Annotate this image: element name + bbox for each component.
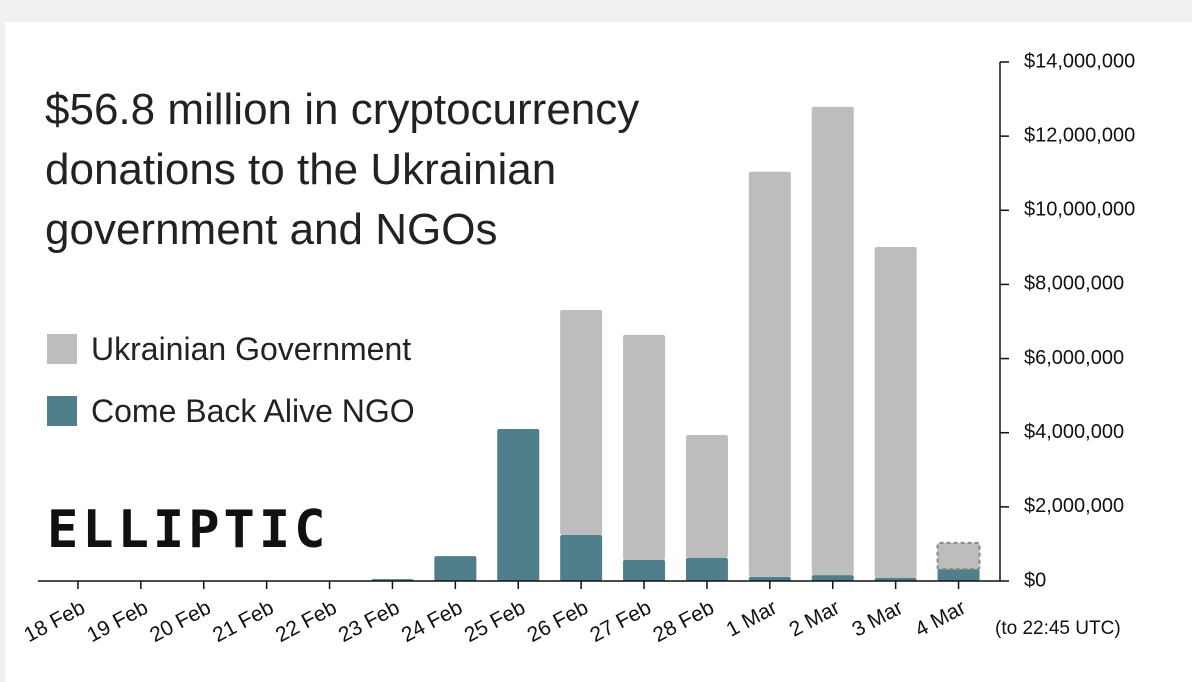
bar bbox=[874, 246, 917, 579]
bar bbox=[623, 559, 666, 581]
bar bbox=[937, 569, 980, 581]
bar bbox=[560, 535, 603, 581]
bar bbox=[748, 576, 791, 581]
legend-swatch bbox=[47, 334, 77, 364]
x-tick-label: 27 Feb bbox=[586, 596, 655, 647]
legend-entry: Come Back Alive NGO bbox=[47, 380, 415, 442]
y-tick-label: $12,000,000 bbox=[1024, 124, 1135, 146]
legend-label: Ukrainian Government bbox=[91, 330, 412, 367]
y-tick-label: $4,000,000 bbox=[1024, 421, 1124, 443]
x-tick-label: 28 Feb bbox=[649, 596, 718, 647]
bar bbox=[811, 575, 854, 581]
x-tick-label: 22 Feb bbox=[272, 596, 341, 647]
y-tick-label: $2,000,000 bbox=[1024, 495, 1124, 517]
bar bbox=[497, 429, 540, 581]
x-tick-label: 1 Mar bbox=[723, 596, 781, 642]
y-tick-label: $8,000,000 bbox=[1024, 273, 1124, 295]
x-tick-label: 21 Feb bbox=[209, 596, 278, 647]
bar bbox=[434, 556, 477, 581]
x-tick-label: 3 Mar bbox=[848, 596, 906, 642]
legend-label: Come Back Alive NGO bbox=[91, 392, 415, 429]
x-tick-label: 19 Feb bbox=[83, 596, 152, 647]
chart-title: $56.8 million in cryptocurrency donation… bbox=[45, 85, 640, 254]
x-tick-label: 18 Feb bbox=[20, 596, 89, 647]
legend-swatch bbox=[47, 396, 77, 426]
y-tick-label: $0 bbox=[1024, 569, 1046, 591]
bar bbox=[560, 310, 603, 536]
logo: ELLIPTIC bbox=[47, 500, 330, 560]
legend: Ukrainian Government Come Back Alive NGO bbox=[47, 318, 415, 442]
y-tick-label: $14,000,000 bbox=[1024, 50, 1135, 72]
x-tick-label: 24 Feb bbox=[398, 596, 467, 647]
bar bbox=[685, 434, 728, 559]
bar bbox=[685, 558, 728, 581]
annotation: (to 22:45 UTC) bbox=[995, 618, 1121, 639]
y-tick-label: $10,000,000 bbox=[1024, 199, 1135, 221]
legend-entry: Ukrainian Government bbox=[47, 318, 415, 380]
y-tick-label: $6,000,000 bbox=[1024, 347, 1124, 369]
x-tick-label: 2 Mar bbox=[786, 596, 844, 642]
x-tick-label: 4 Mar bbox=[911, 596, 969, 642]
bar bbox=[748, 171, 791, 577]
bar bbox=[811, 106, 854, 576]
x-tick-label: 26 Feb bbox=[524, 596, 593, 647]
x-tick-label: 25 Feb bbox=[461, 596, 530, 647]
x-tick-label: 23 Feb bbox=[335, 596, 404, 647]
x-tick-label: 20 Feb bbox=[146, 596, 215, 647]
bar bbox=[623, 334, 666, 560]
bar bbox=[936, 541, 981, 571]
